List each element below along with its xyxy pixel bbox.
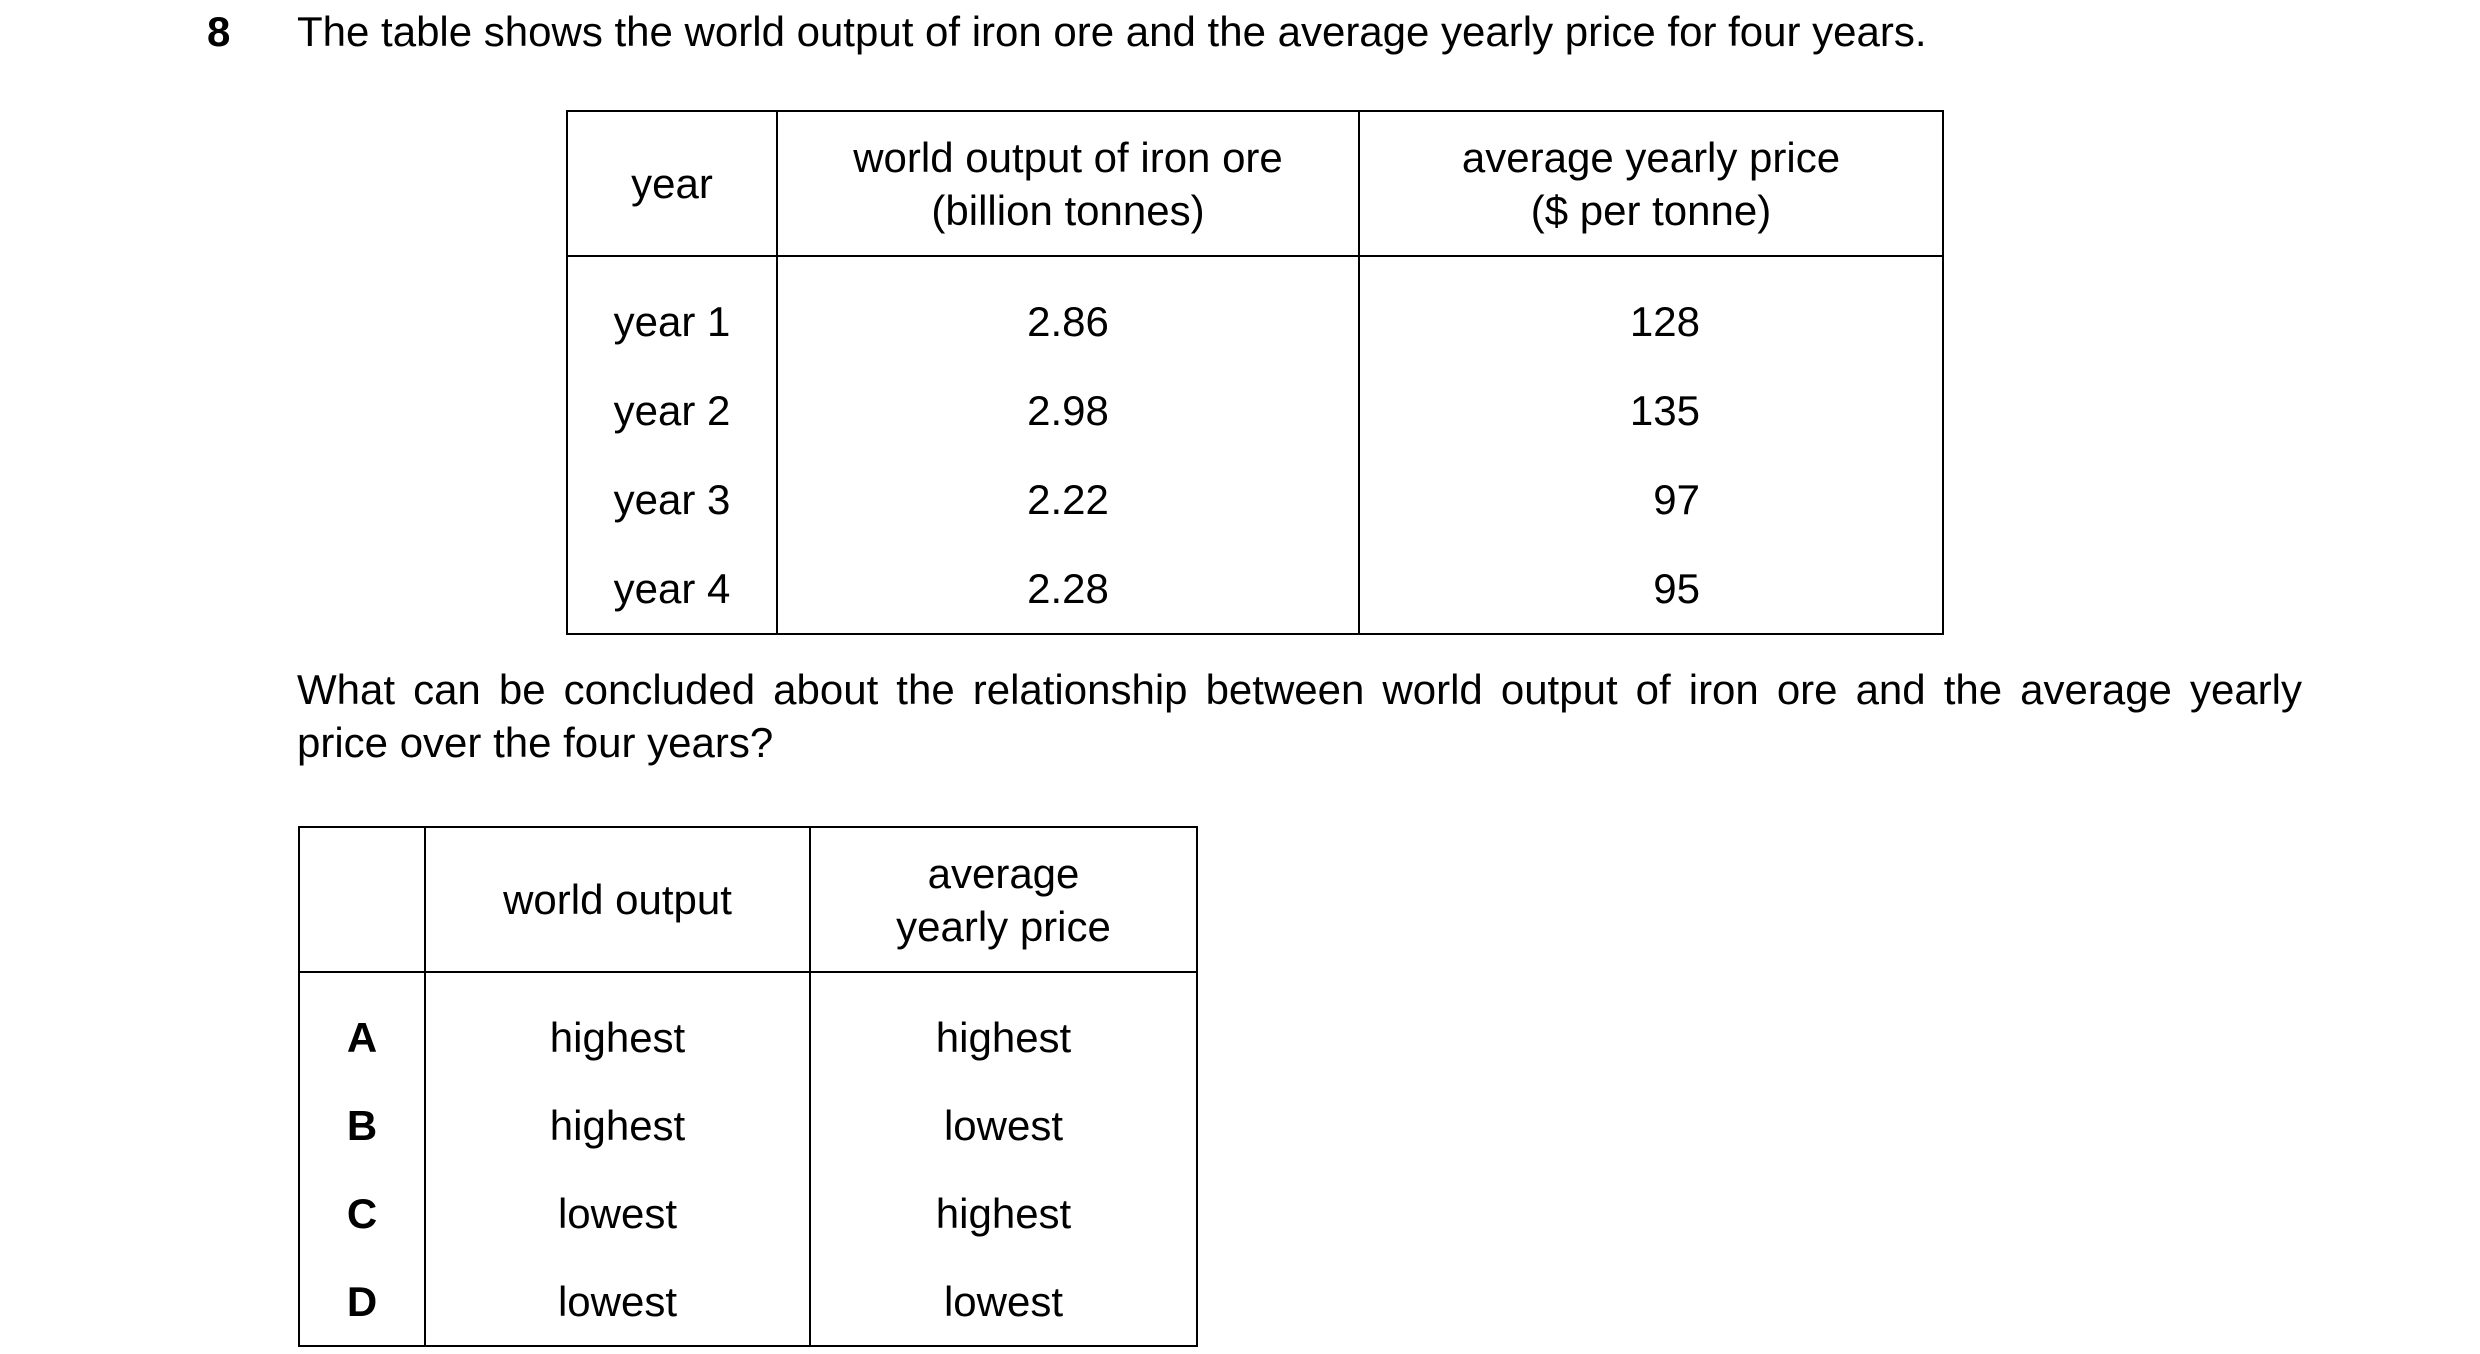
option-letter: B [298, 1081, 426, 1169]
year-cell: year 3 [566, 455, 778, 544]
year-cell: year 1 [566, 256, 778, 366]
header-year: year [566, 110, 778, 257]
header-average-price: average yearly price ($ per tonne) [1358, 110, 1944, 257]
iron-ore-data-table: year world output of iron ore (billion t… [566, 110, 1944, 635]
option-output: lowest [424, 1257, 811, 1347]
answer-header-row: world output average yearly price [298, 826, 1198, 973]
option-output: lowest [424, 1169, 811, 1257]
table-header-row: year world output of iron ore (billion t… [566, 110, 1944, 257]
table-row: year 2 2.98 135 [566, 366, 1944, 455]
header-price-line2: yearly price [896, 902, 1111, 950]
header-world-output: world output [424, 826, 811, 973]
answer-option-c[interactable]: C lowest highest [298, 1169, 1198, 1257]
question-stem: The table shows the world output of iron… [297, 8, 1927, 55]
header-world-output: world output of iron ore (billion tonnes… [776, 110, 1360, 257]
option-price: lowest [809, 1081, 1198, 1169]
question-text: What can be concluded about the relation… [297, 666, 2302, 766]
answer-options-table: world output average yearly price A high… [298, 826, 1198, 1347]
year-cell: year 4 [566, 544, 778, 635]
output-cell: 2.22 [776, 455, 1360, 544]
table-row: year 1 2.86 128 [566, 256, 1944, 366]
option-letter: C [298, 1169, 426, 1257]
option-letter: D [298, 1257, 426, 1347]
answer-option-a[interactable]: A highest highest [298, 972, 1198, 1081]
answer-option-b[interactable]: B highest lowest [298, 1081, 1198, 1169]
table-row: year 4 2.28 95 [566, 544, 1944, 635]
header-world-output-line2: (billion tonnes) [931, 186, 1205, 234]
option-price: highest [809, 1169, 1198, 1257]
price-cell: 97 [1358, 455, 1944, 544]
header-average-price-line1: average yearly price [1461, 133, 1841, 181]
option-output: highest [424, 1081, 811, 1169]
header-average-price-line2: ($ per tonne) [1530, 186, 1772, 234]
option-output: highest [424, 972, 811, 1081]
header-average-yearly-price: average yearly price [809, 826, 1198, 973]
output-cell: 2.28 [776, 544, 1360, 635]
table-row: year 3 2.22 97 [566, 455, 1944, 544]
output-cell: 2.86 [776, 256, 1360, 366]
answer-option-d[interactable]: D lowest lowest [298, 1257, 1198, 1347]
price-cell: 128 [1358, 256, 1944, 366]
header-price-line1: average [927, 849, 1080, 897]
option-price: highest [809, 972, 1198, 1081]
header-letter-blank [298, 826, 426, 973]
option-letter: A [298, 972, 426, 1081]
price-cell: 135 [1358, 366, 1944, 455]
option-price: lowest [809, 1257, 1198, 1347]
year-cell: year 2 [566, 366, 778, 455]
output-cell: 2.98 [776, 366, 1360, 455]
price-cell: 95 [1358, 544, 1944, 635]
header-world-output-line1: world output of iron ore [853, 133, 1283, 181]
question-number: 8 [207, 8, 231, 55]
